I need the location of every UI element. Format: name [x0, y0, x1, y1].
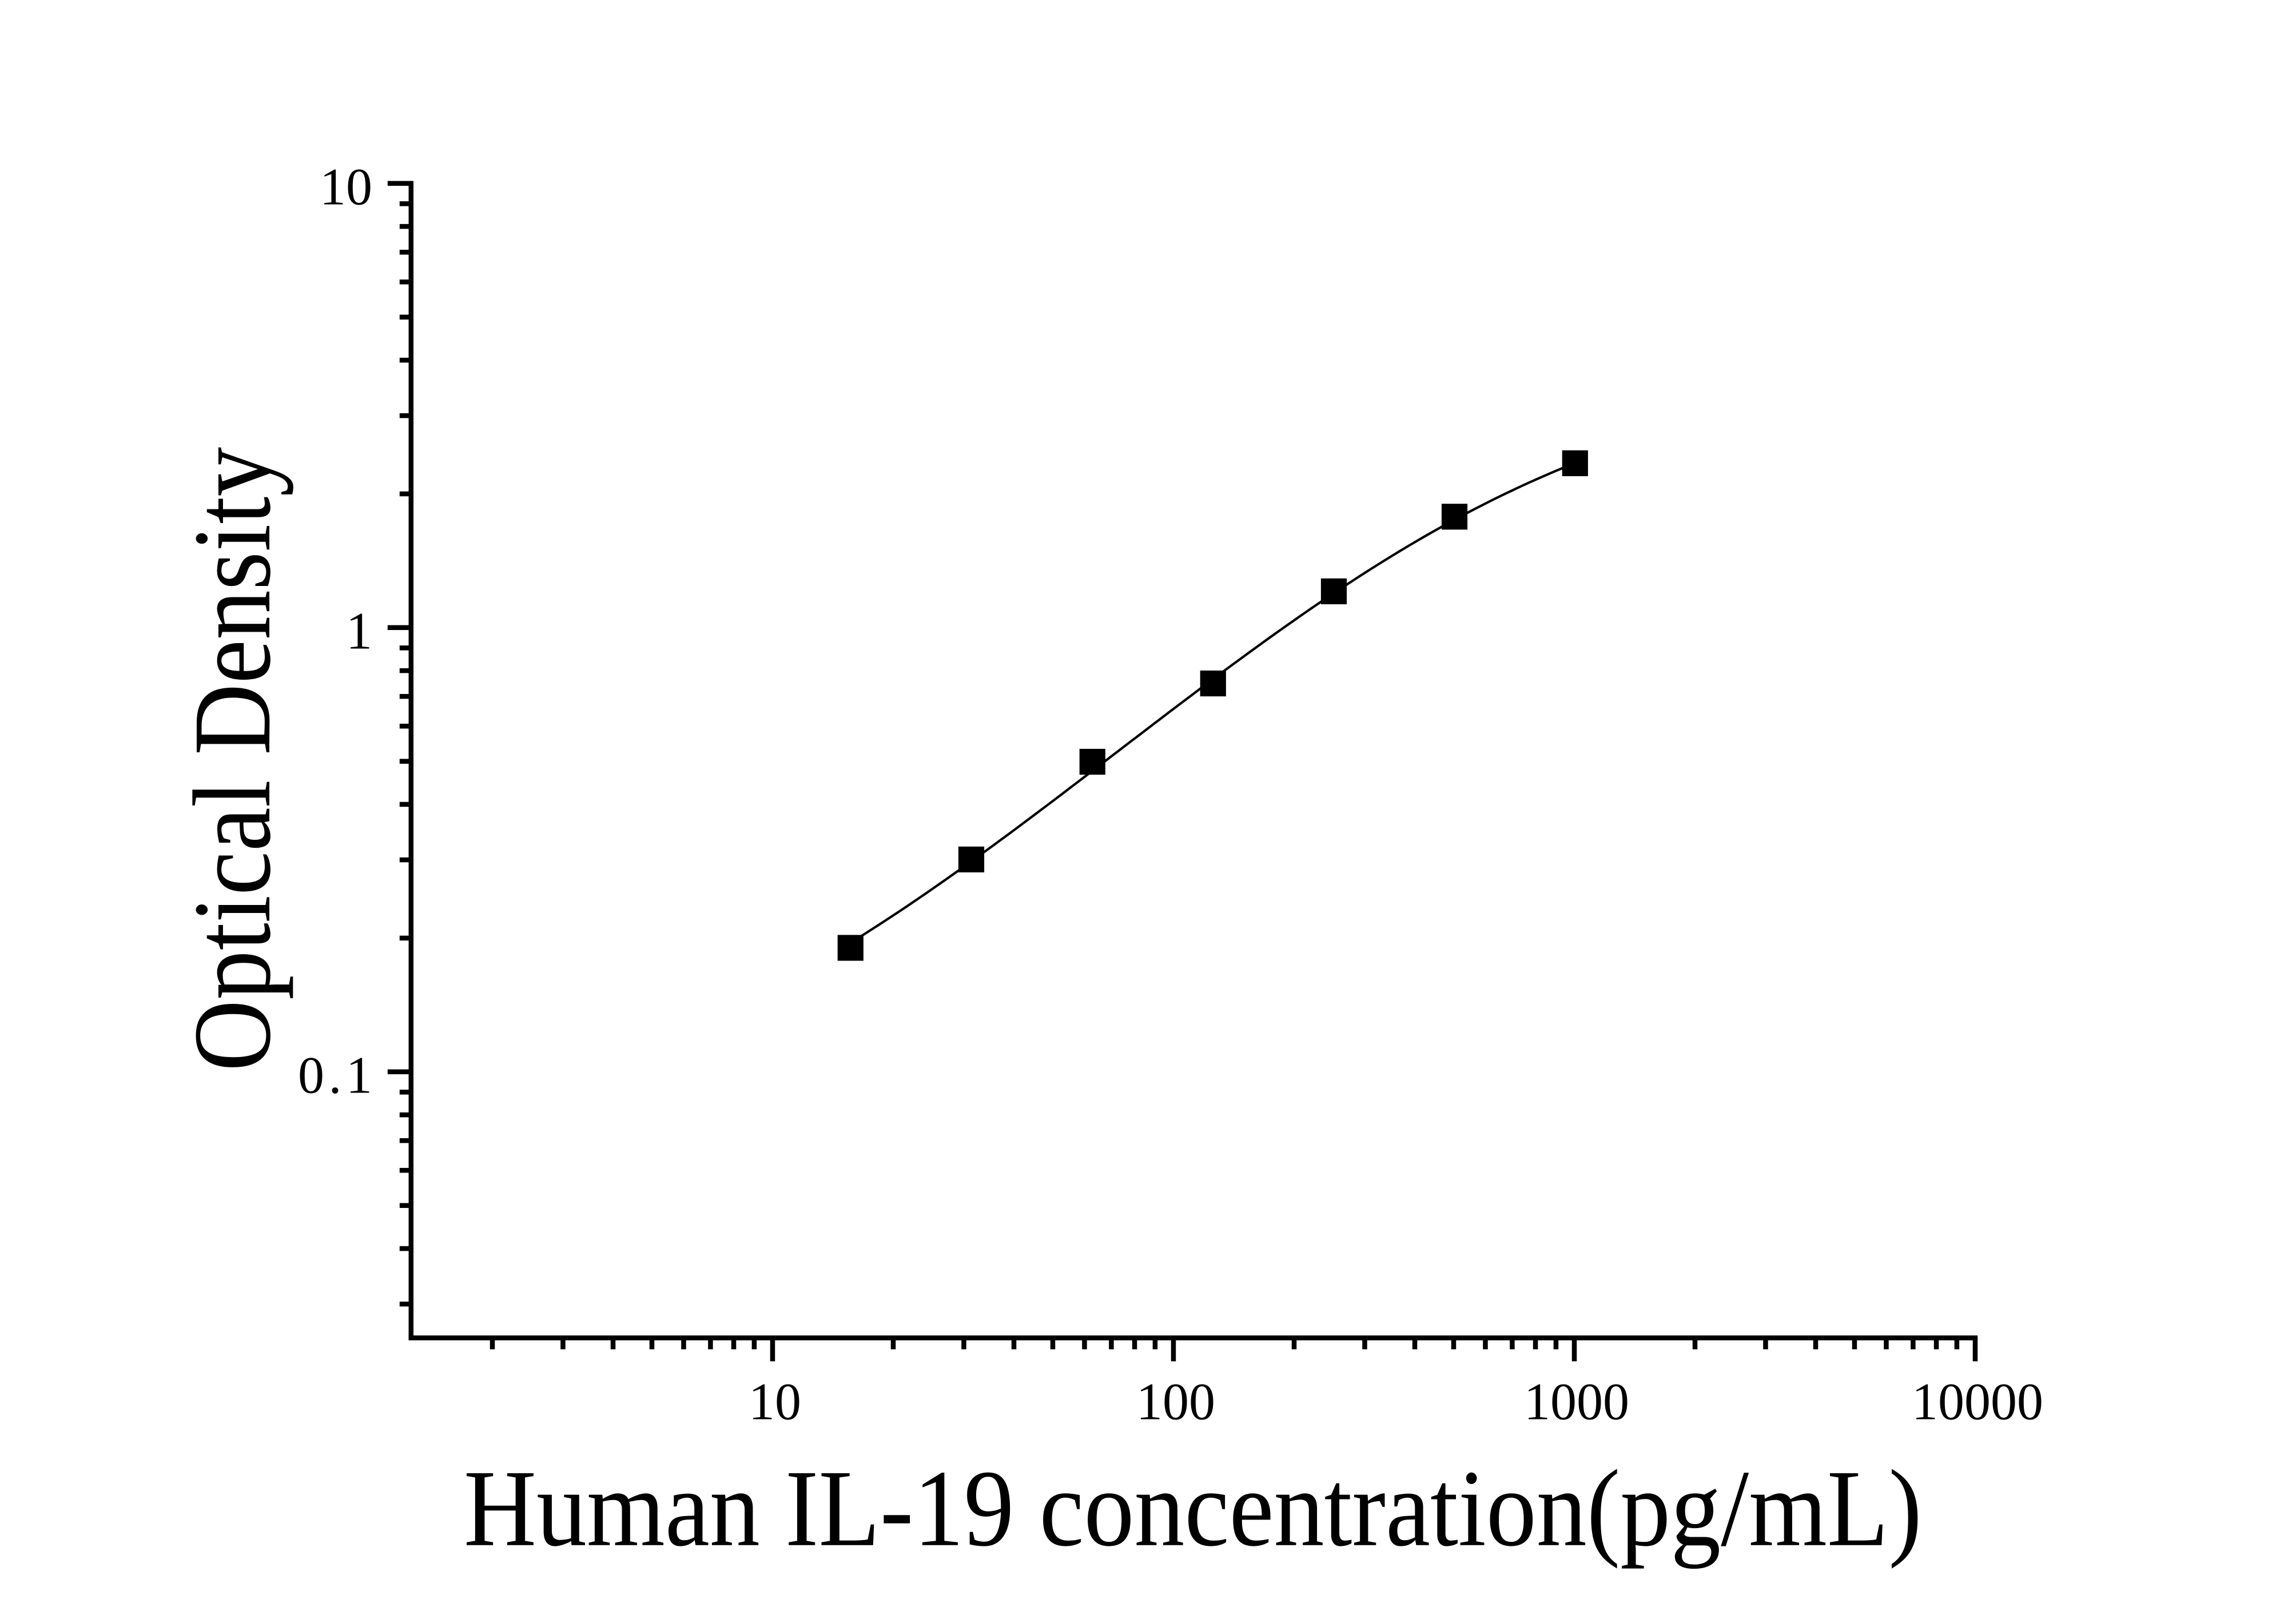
svg-text:10: 10: [749, 1372, 801, 1430]
svg-text:10000: 10000: [1912, 1372, 2043, 1430]
svg-text:Human IL-19 concentration(pg/m: Human IL-19 concentration(pg/mL): [464, 1448, 1922, 1569]
svg-text:10: 10: [320, 158, 372, 216]
svg-text:100: 100: [1136, 1372, 1215, 1430]
svg-text:1: 1: [346, 602, 372, 660]
svg-text:Optical Density: Optical Density: [170, 447, 294, 1071]
svg-text:1000: 1000: [1524, 1372, 1629, 1430]
svg-text:0.1: 0.1: [298, 1046, 372, 1104]
